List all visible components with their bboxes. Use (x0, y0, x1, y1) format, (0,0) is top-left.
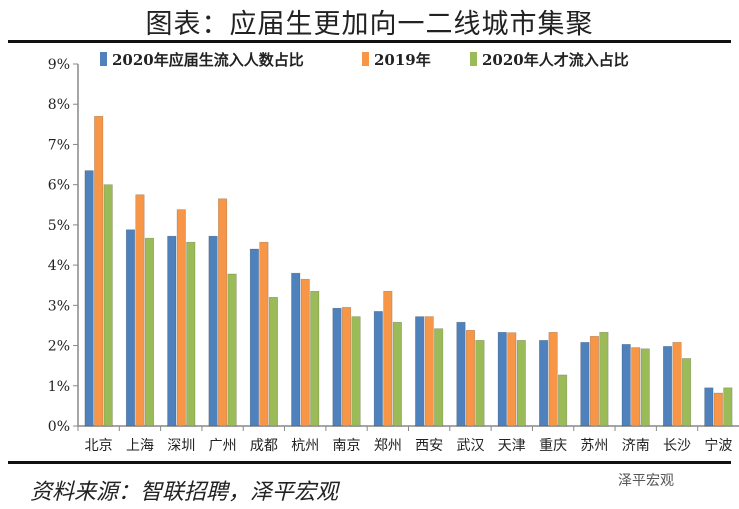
legend-swatch (362, 52, 369, 66)
bar (186, 241, 196, 427)
bar (259, 241, 269, 427)
legend-label: 2019年 (374, 51, 431, 69)
bar (599, 331, 609, 427)
bar (144, 237, 155, 427)
bar (208, 235, 218, 427)
bar (373, 311, 383, 427)
bar (580, 342, 590, 427)
bar (507, 332, 517, 427)
bar (103, 184, 113, 427)
legend-label: 2020年应届生流入人数占比 (112, 51, 304, 69)
x-tick-label: 杭州 (291, 438, 319, 454)
x-tick-label: 宁波 (704, 437, 732, 454)
watermark: 泽平宏观 (618, 473, 674, 489)
bar (723, 387, 733, 427)
legend-swatch (100, 52, 107, 66)
bar (497, 331, 507, 427)
legend-swatch (470, 52, 477, 66)
bar (167, 235, 177, 427)
bar (227, 273, 237, 427)
legend-label: 2020年人才流入占比 (482, 51, 629, 69)
y-tick-label: 9% (48, 57, 70, 73)
bar (125, 229, 136, 427)
y-tick-label: 1% (48, 379, 70, 395)
bar (465, 329, 476, 427)
x-tick-label: 南京 (333, 438, 361, 454)
bar (300, 278, 310, 427)
bar (672, 342, 682, 427)
bar (310, 290, 320, 427)
source-note: 资料来源：智联招聘，泽平宏观 (30, 480, 339, 505)
x-tick-label: 成都 (250, 438, 278, 454)
y-tick-label: 2% (48, 339, 70, 355)
y-tick-label: 3% (48, 298, 70, 314)
bar (475, 340, 485, 427)
bar (681, 358, 692, 427)
bar (176, 209, 186, 427)
x-tick-label: 广州 (209, 438, 237, 454)
x-tick-label: 武汉 (456, 438, 484, 454)
bar (268, 296, 278, 427)
bar (621, 344, 631, 427)
bar (640, 348, 650, 427)
bar (392, 321, 402, 427)
bar (84, 170, 94, 427)
bar (94, 115, 104, 427)
x-tick-label: 深圳 (167, 438, 195, 454)
y-tick-label: 5% (48, 218, 70, 234)
bar (539, 340, 549, 427)
bar (704, 387, 714, 427)
bar (249, 248, 259, 427)
bottom-rule (8, 461, 731, 464)
y-tick-label: 0% (48, 419, 70, 435)
bar (662, 346, 673, 427)
x-tick-label: 西安 (415, 438, 443, 454)
bar (291, 272, 301, 427)
bar (351, 316, 361, 427)
bar (516, 340, 526, 427)
x-tick-label: 长沙 (663, 438, 691, 454)
bar (332, 307, 342, 427)
x-tick-label: 苏州 (580, 438, 608, 454)
bar (589, 336, 599, 427)
x-tick-label: 重庆 (539, 438, 567, 454)
bar (424, 316, 434, 427)
bar (434, 328, 444, 427)
bar-chart: 0% 1% 2% 3% 4% 5% 6% 7% 8% 9% 北京 上海 深圳 广州 成都 杭州 南京 郑州 西安 武汉… (48, 51, 739, 454)
bar (631, 347, 641, 427)
bar (558, 374, 568, 427)
y-tick-label: 8% (48, 97, 70, 113)
bar (713, 392, 723, 427)
bar (456, 321, 466, 427)
bar (383, 290, 393, 427)
bar (341, 307, 352, 427)
x-tick-label: 北京 (85, 438, 113, 454)
chart-title: 图表：应届生更加向一二线城市集聚 (145, 9, 594, 40)
x-tick-label: 济南 (622, 438, 650, 454)
y-tick-label: 7% (48, 137, 70, 153)
x-tick-label: 天津 (498, 438, 526, 454)
bar (218, 198, 228, 427)
x-tick-label: 郑州 (374, 438, 402, 454)
bar (135, 194, 145, 427)
top-rule (8, 40, 731, 43)
bar (548, 331, 558, 427)
bar (415, 316, 425, 427)
y-tick-label: 6% (48, 178, 70, 194)
y-tick-label: 4% (48, 258, 70, 274)
x-tick-label: 上海 (126, 438, 154, 454)
